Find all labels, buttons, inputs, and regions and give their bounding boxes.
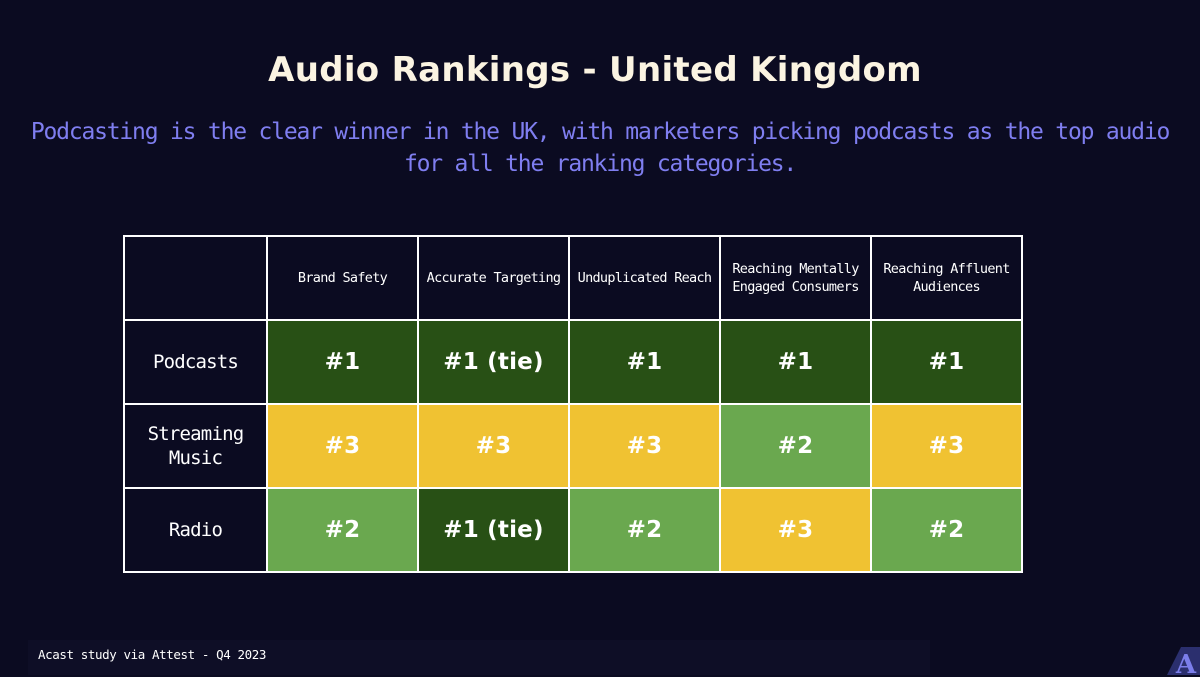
source-footnote: Acast study via Attest - Q4 2023 bbox=[38, 647, 267, 662]
column-header: Unduplicated Reach bbox=[568, 235, 721, 321]
table-corner-cell bbox=[123, 235, 268, 321]
rank-cell: #3 bbox=[568, 403, 721, 489]
column-header: Reaching Mentally Engaged Consumers bbox=[719, 235, 872, 321]
rank-cell: #1 bbox=[568, 319, 721, 405]
rank-cell: #2 bbox=[568, 487, 721, 573]
rank-cell: #3 bbox=[870, 403, 1023, 489]
column-header: Accurate Targeting bbox=[417, 235, 570, 321]
page-subtitle: Podcasting is the clear winner in the UK… bbox=[30, 119, 1170, 177]
table-header-row: Brand Safety Accurate Targeting Unduplic… bbox=[123, 235, 1023, 321]
rank-cell: #2 bbox=[266, 487, 419, 573]
footer-bar bbox=[28, 640, 930, 675]
page-title: Audio Rankings - United Kingdom bbox=[268, 50, 922, 90]
rank-cell: #1 (tie) bbox=[417, 319, 570, 405]
rank-cell: #1 bbox=[870, 319, 1023, 405]
row-header: Podcasts bbox=[123, 319, 268, 405]
table-row: Streaming Music #3 #3 #3 #2 #3 bbox=[123, 403, 1023, 489]
row-header: Streaming Music bbox=[123, 403, 268, 489]
table-row: Podcasts #1 #1 (tie) #1 #1 #1 bbox=[123, 319, 1023, 405]
rank-cell: #2 bbox=[870, 487, 1023, 573]
rank-cell: #3 bbox=[417, 403, 570, 489]
rank-cell: #3 bbox=[719, 487, 872, 573]
column-header: Reaching Affluent Audiences bbox=[870, 235, 1023, 321]
rank-cell: #1 (tie) bbox=[417, 487, 570, 573]
row-header: Radio bbox=[123, 487, 268, 573]
column-header: Brand Safety bbox=[266, 235, 419, 321]
rank-cell: #3 bbox=[266, 403, 419, 489]
acast-logo-icon: A bbox=[1167, 647, 1200, 677]
rank-cell: #1 bbox=[266, 319, 419, 405]
rank-cell: #2 bbox=[719, 403, 872, 489]
table-row: Radio #2 #1 (tie) #2 #3 #2 bbox=[123, 487, 1023, 573]
ranking-table: Brand Safety Accurate Targeting Unduplic… bbox=[123, 235, 1023, 573]
rank-cell: #1 bbox=[719, 319, 872, 405]
svg-text:A: A bbox=[1175, 650, 1197, 677]
